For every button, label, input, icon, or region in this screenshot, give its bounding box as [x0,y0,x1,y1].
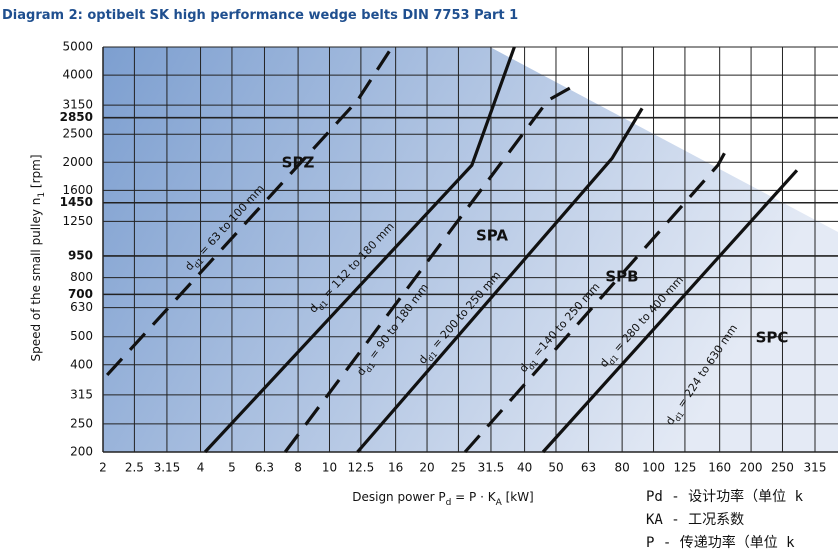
y-tick-label: 1450 [60,195,93,209]
subscript: A [496,498,503,508]
region-label: SPZ [282,154,315,172]
x-tick-label: 31.5 [478,461,505,475]
y-tick-label: 700 [68,287,93,301]
note: KA - 工况系数 [646,512,744,528]
belt-line [203,46,516,454]
x-tick-label: 125 [673,461,696,475]
note: P - 传递功率（单位 k [646,534,795,551]
region-label: SPB [605,268,638,286]
belt-line [105,46,394,377]
y-axis-title: Speed of the small pulley n1 [rpm] [29,154,47,361]
x-tick-label: 63 [581,461,596,475]
y-tick-label: 2850 [60,110,93,124]
y-tick-label: 500 [70,329,93,343]
region-label: SPC [756,329,789,347]
y-tick-label: 4000 [62,68,93,82]
x-tick-label: 20 [419,461,434,475]
y-tick-label: 800 [70,270,93,284]
text-part: Speed of the small pulley n [29,198,43,362]
chart-title: Diagram 2: optibelt SK high performance … [2,8,518,23]
y-tick-label: 630 [70,300,93,314]
x-tick-label: 40 [517,461,532,475]
x-tick-label: 160 [708,461,731,475]
x-tick-label: 2 [99,461,107,475]
shaded-area [103,47,838,452]
x-tick-label: 200 [740,461,763,475]
x-tick-label: 80 [614,461,629,475]
x-tick-label: 5 [228,461,236,475]
x-tick-label: 25 [451,461,466,475]
x-tick-label: 3.15 [154,461,181,475]
text-part: [rpm] [29,154,43,191]
region-label: SPA [476,227,508,245]
note: Pd - 设计功率（单位 k [646,488,804,505]
y-tick-label: 5000 [62,40,93,54]
x-tick-label: 8 [294,461,302,475]
belt-line [463,142,732,454]
y-tick-label: 400 [70,357,93,371]
x-tick-label: 6.3 [255,461,274,475]
belt-line [356,107,644,454]
y-tick-label: 2000 [62,155,93,169]
x-tick-label: 100 [642,461,665,475]
y-tick-label: 1250 [62,214,93,228]
x-tick-label: 16 [388,461,403,475]
subscript: 1 [37,192,47,198]
x-tick-label: 250 [771,461,794,475]
x-tick-label: 50 [548,461,563,475]
x-tick-label: 10 [322,461,337,475]
y-tick-label: 250 [70,416,93,430]
belt-line [283,80,581,453]
y-tick-label: 950 [68,248,93,262]
y-tick-label: 200 [70,445,93,459]
x-tick-label: 4 [197,461,205,475]
y-tick-label: 315 [70,387,93,401]
x-tick-label: 2.5 [125,461,144,475]
text-part: Design power P [352,490,445,504]
text-part: [kW] [502,490,534,504]
subscript: d [446,498,452,508]
x-tick-label: 12.5 [348,461,375,475]
text-part: = P · K [451,490,496,504]
y-tick-label: 2500 [62,127,93,141]
x-tick-label: 315 [804,461,827,475]
y-tick-label: 3150 [62,98,93,112]
y-tick-label: 1600 [62,183,93,197]
x-axis-title: Design power Pd = P · KA [kW] [352,490,534,508]
belt-line [541,169,799,454]
